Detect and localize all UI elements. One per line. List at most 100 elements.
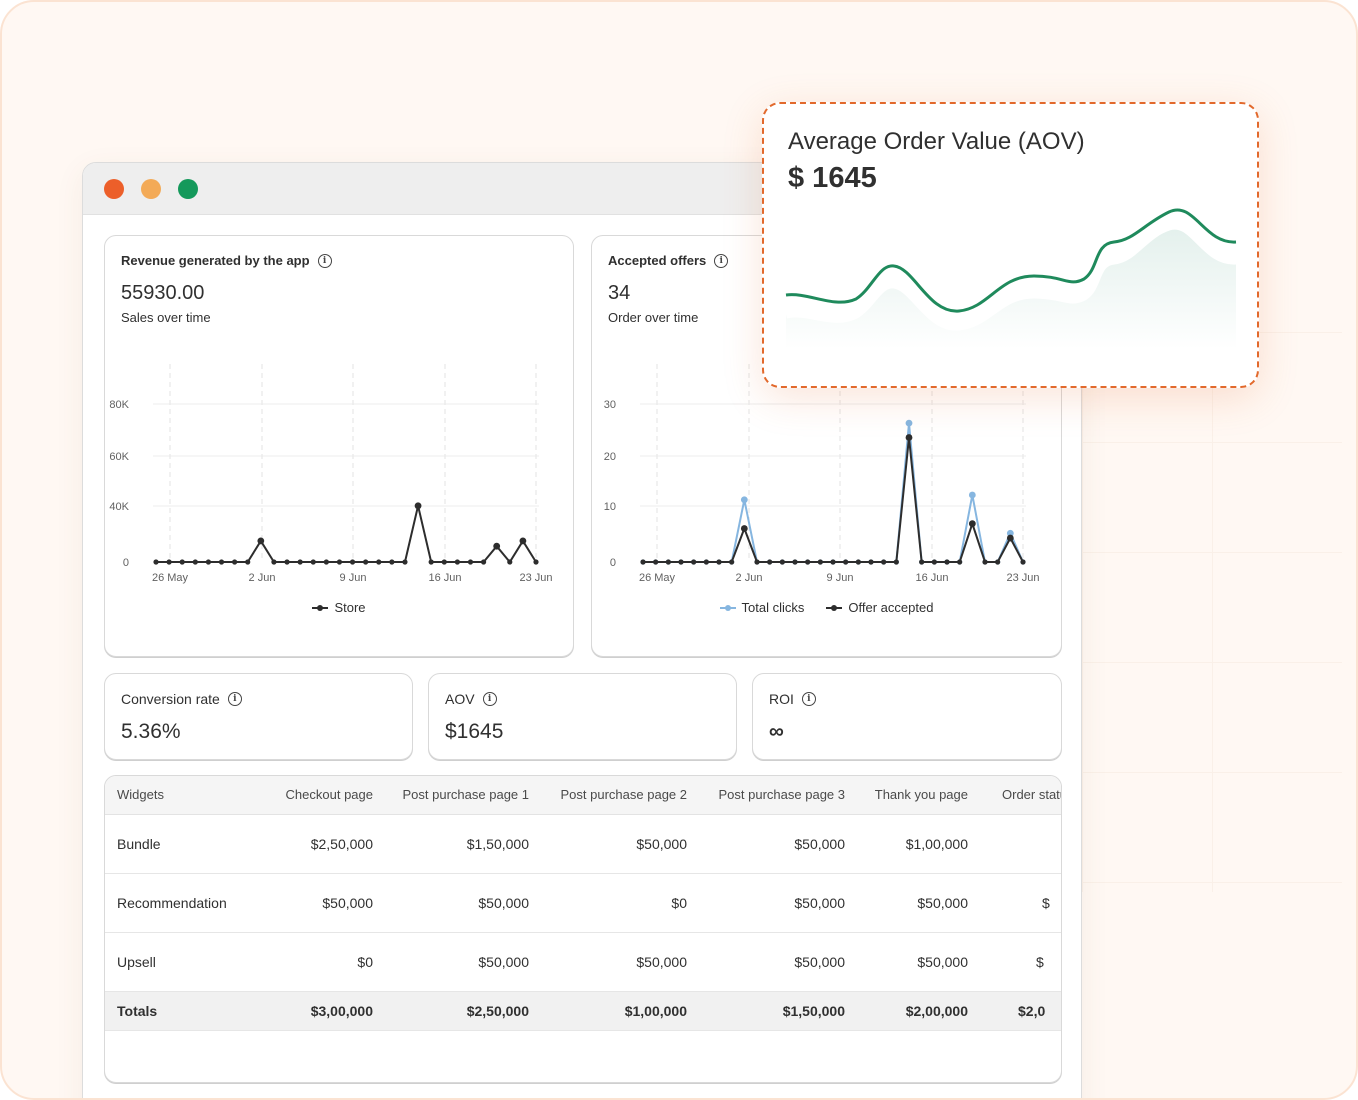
- column-header[interactable]: Post purchase page 2: [560, 787, 687, 803]
- info-icon[interactable]: i: [482, 692, 497, 706]
- data-point: [467, 559, 474, 565]
- roi-card: ROI i ∞: [752, 673, 1062, 760]
- data-point: [691, 559, 697, 565]
- data-point: [665, 559, 671, 565]
- table-cell: $2,50,000: [466, 1002, 529, 1019]
- data-point: [454, 559, 460, 565]
- aov-highlight-card: Average Order Value (AOV) $ 1645: [762, 102, 1259, 388]
- legend-item-offer-accepted[interactable]: Offer accepted: [826, 600, 933, 615]
- table-cell: $50,000: [917, 953, 968, 970]
- table-cell: $50,000: [478, 953, 529, 970]
- data-point: [830, 559, 836, 565]
- data-point: [1006, 529, 1014, 537]
- aov-card: AOV i $1645: [428, 673, 737, 760]
- table-cell: Totals: [117, 1002, 158, 1019]
- table-row[interactable]: Recommendation $50,000 $50,000 $0 $50,00…: [105, 873, 1061, 932]
- maximize-window-dot[interactable]: [178, 178, 198, 199]
- minimize-window-dot[interactable]: [141, 178, 161, 199]
- y-tick-label: 60K: [109, 451, 129, 463]
- aov-title: Average Order Value (AOV): [788, 128, 1085, 155]
- data-point: [931, 559, 937, 565]
- widgets-table: Widgets Checkout page Post purchase page…: [105, 776, 1061, 1031]
- info-icon[interactable]: i: [801, 692, 816, 706]
- data-point: [653, 559, 659, 565]
- data-point: [310, 559, 316, 565]
- y-tick-label: 30: [604, 399, 616, 411]
- column-header[interactable]: Thank you page: [874, 787, 968, 803]
- data-point: [740, 496, 748, 504]
- data-point: [192, 559, 198, 565]
- data-point: [968, 491, 976, 499]
- table-cell: $50,000: [794, 835, 845, 852]
- x-tick-label: 2 Jun: [249, 572, 276, 584]
- revenue-card: Revenue generated by the app i 55930.00 …: [104, 235, 574, 657]
- table-cell: $50,000: [636, 835, 687, 852]
- y-tick-label: 0: [610, 557, 616, 569]
- data-point: [703, 559, 709, 565]
- table-cell: $50,000: [636, 953, 687, 970]
- table-cell: $: [1042, 894, 1050, 911]
- table-cell: $2,0: [1018, 1002, 1046, 1019]
- data-point: [166, 559, 172, 565]
- column-header[interactable]: Post purchase page 3: [718, 787, 845, 803]
- data-point: [792, 559, 798, 565]
- data-point: [1006, 534, 1014, 542]
- data-point: [817, 559, 823, 565]
- legend-item-store[interactable]: Store: [312, 600, 366, 615]
- metric-value: 5.36%: [121, 720, 181, 743]
- close-window-dot[interactable]: [104, 178, 124, 199]
- data-point: [349, 559, 356, 565]
- column-header[interactable]: Checkout page: [285, 787, 373, 803]
- x-tick-label: 26 May: [152, 572, 189, 584]
- table-row[interactable]: Upsell $0 $50,000 $50,000 $50,000 $50,00…: [105, 932, 1061, 991]
- table-cell: $2,00,000: [905, 1002, 968, 1019]
- column-header[interactable]: Post purchase page 1: [402, 787, 529, 803]
- data-point: [905, 419, 913, 427]
- aov-sparkline: [785, 208, 1237, 349]
- x-tick-label: 9 Jun: [827, 572, 854, 584]
- data-point: [995, 559, 1001, 565]
- data-point: [232, 559, 238, 565]
- metric-label: ROI: [769, 691, 794, 707]
- info-icon[interactable]: i: [227, 692, 242, 706]
- data-point: [968, 520, 976, 528]
- data-point: [893, 559, 899, 565]
- data-point: [414, 502, 422, 510]
- data-point: [640, 559, 646, 565]
- data-point: [245, 559, 251, 565]
- metric-label: Conversion rate: [121, 691, 220, 707]
- data-point: [881, 559, 887, 565]
- data-point: [519, 537, 527, 545]
- revenue-chart-subtitle: Sales over time: [121, 310, 211, 325]
- data-point: [944, 559, 950, 565]
- revenue-value: 55930.00: [121, 282, 205, 304]
- x-tick-label: 16 Jun: [915, 572, 948, 584]
- data-point: [179, 559, 185, 565]
- column-header[interactable]: Order status: [1002, 787, 1061, 803]
- table-row[interactable]: Bundle $2,50,000 $1,50,000 $50,000 $50,0…: [105, 814, 1061, 873]
- data-point: [428, 559, 434, 565]
- table-cell: $50,000: [794, 953, 845, 970]
- data-point: [767, 559, 773, 565]
- data-point: [271, 559, 277, 565]
- sales-chart-legend: Store: [105, 600, 573, 615]
- data-point: [805, 559, 811, 565]
- y-tick-label: 10: [604, 501, 616, 513]
- table-cell: $3,00,000: [310, 1002, 373, 1019]
- info-icon[interactable]: i: [714, 253, 729, 268]
- y-tick-label: 40K: [109, 501, 129, 513]
- data-point: [1020, 559, 1026, 565]
- legend-label: Offer accepted: [848, 600, 934, 615]
- data-point: [740, 525, 748, 532]
- data-point: [205, 559, 212, 565]
- data-point: [297, 559, 303, 565]
- legend-item-total-clicks[interactable]: Total clicks: [719, 600, 804, 615]
- column-header[interactable]: Widgets: [117, 787, 164, 803]
- x-tick-label: 23 Jun: [519, 572, 552, 584]
- orders-chart: 0 10 20 30 26 May 2 Jun 9 Jun 16 Jun 23 Jun: [604, 364, 1040, 584]
- data-point: [441, 559, 447, 565]
- data-point: [257, 537, 265, 545]
- data-point: [533, 559, 539, 565]
- info-icon[interactable]: i: [317, 253, 332, 268]
